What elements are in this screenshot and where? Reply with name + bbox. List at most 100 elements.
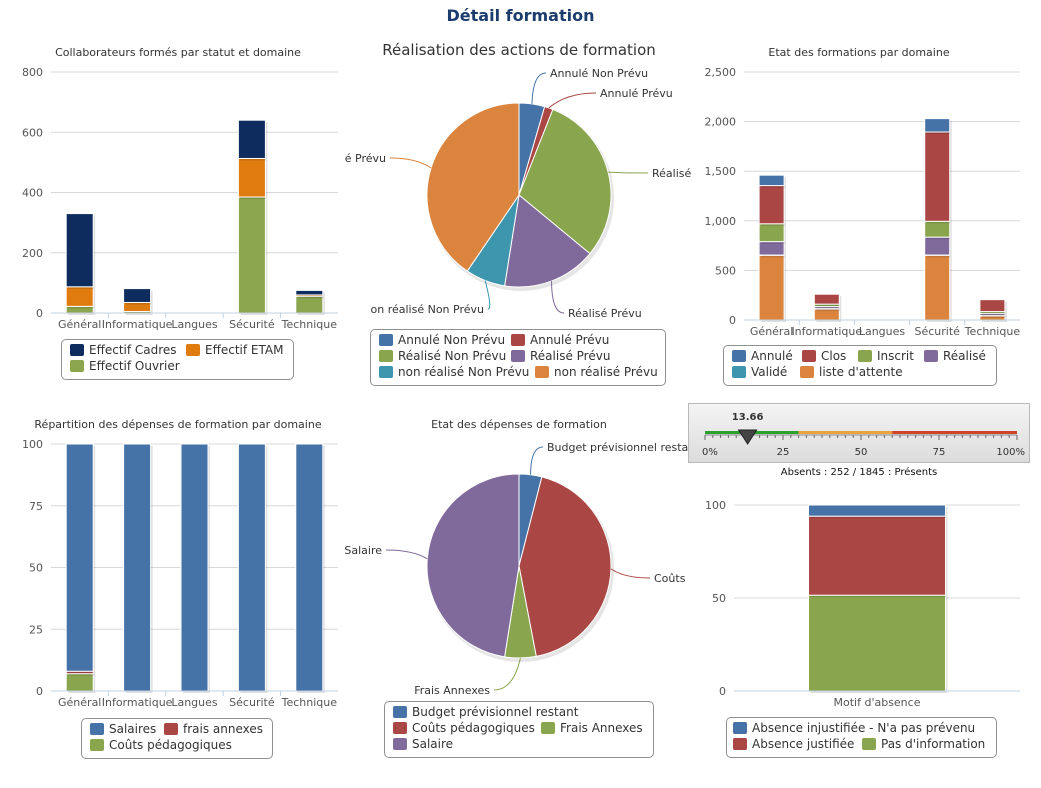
bar-salaires-securite: [237, 443, 266, 692]
legend-item-effectif-ouvrier[interactable]: Effectif Ouvrier: [70, 359, 180, 374]
pie-label-salaire: Salaire: [344, 544, 382, 557]
legend-label: Effectif ETAM: [205, 343, 284, 357]
legend-label: Inscrit: [877, 349, 914, 363]
gauge-value: 13.66: [732, 412, 764, 423]
legend-item-non-realise-prevu[interactable]: non réalisé Prévu: [535, 365, 658, 380]
bar-clos-technique: [979, 299, 1006, 313]
chart-title: Collaborateurs formés par statut et doma…: [55, 46, 301, 59]
gauge-pointer: [737, 429, 758, 445]
bar-shadow: [816, 306, 842, 309]
legend-item-effectif-etam[interactable]: Effectif ETAM: [186, 343, 283, 358]
pie-connector: [484, 280, 491, 310]
legend-item-liste-d-attente[interactable]: liste d'attente: [800, 365, 903, 380]
legend-label: Annulé Prévu: [530, 333, 610, 347]
legend-item-clos[interactable]: Clos: [802, 349, 846, 364]
legend-item-annule-prevu[interactable]: Annulé Prévu: [511, 333, 609, 348]
legend-item-couts-pedagogiques[interactable]: Coûts pédagogiques: [90, 738, 232, 753]
legend-label: Pas d'information: [881, 737, 986, 751]
legend-label: Annulé: [751, 349, 793, 363]
pie-label-realise-non-prevu: Réalisé: [652, 167, 692, 180]
legend-label: non réalisé Prévu: [554, 365, 658, 379]
y-tick-label: 800: [22, 66, 43, 79]
chart-etat-depenses: Etat des dépenses de formation Budget pré…: [344, 418, 695, 697]
x-tick-label: Informatique: [102, 696, 173, 709]
legend-item-non-realise-non-prevu[interactable]: non réalisé Non Prévu: [379, 365, 529, 380]
legend-swatch: [90, 723, 104, 735]
y-tick-label: 1,500: [705, 165, 737, 178]
legend-swatch: [800, 366, 814, 378]
legend-label: liste d'attente: [819, 365, 903, 379]
legend-item-salaires[interactable]: Salaires: [90, 722, 156, 737]
bar-shadow: [816, 308, 842, 311]
chart-collaborateurs-panel: Collaborateurs formés par statut et doma…: [0, 0, 345, 390]
y-tick-label: 500: [715, 264, 736, 277]
legend-label: Validé: [751, 365, 788, 379]
legend-swatch: [379, 366, 393, 378]
y-tick-label: 100: [705, 499, 726, 512]
gauge-tick-label: 50: [855, 447, 868, 458]
legend-item-absence-justifiee[interactable]: Absence justifiée: [733, 737, 854, 752]
pie-connector: [493, 657, 521, 691]
legend-swatch: [164, 723, 178, 735]
legend-item-annule-non-prevu[interactable]: Annulé Non Prévu: [379, 333, 505, 348]
legend-swatch: [393, 722, 407, 734]
legend-item-pas-d-information[interactable]: Pas d'information: [862, 737, 985, 752]
x-tick-label: Sécurité: [229, 318, 275, 331]
y-tick-label: 600: [22, 126, 43, 139]
gauge-tick-label: 0%: [702, 447, 718, 458]
legend-swatch: [733, 738, 747, 750]
legend-item-realise[interactable]: Réalisé: [924, 349, 986, 364]
legend-item-salaire[interactable]: Salaire: [393, 737, 453, 752]
x-tick-label: Motif d'absence: [834, 696, 921, 709]
legend-item-couts-pedagogiques[interactable]: Coûts pédagogiques: [393, 721, 535, 736]
x-tick-label: Technique: [281, 318, 338, 331]
legend-item-frais-annexes[interactable]: Frais Annexes: [541, 721, 643, 736]
legend-swatch: [393, 706, 407, 718]
chart-repartition-depenses-panel: Répartition des dépenses de formation pa…: [0, 0, 345, 788]
pie-label-frais-annexes: Frais Annexes: [414, 684, 490, 697]
x-tick-label: Sécurité: [914, 325, 960, 338]
legend-swatch: [90, 739, 104, 751]
legend-item-realise-non-prevu[interactable]: Réalisé Non Prévu: [379, 349, 506, 364]
bar-salaires-general: [65, 443, 94, 672]
legend-swatch: [924, 350, 938, 362]
gauge-tick-label: 100%: [996, 447, 1025, 458]
chart-realisation: Réalisation des actions de formation Annu…: [345, 41, 692, 320]
chart-repartition-depenses: Répartition des dépenses de formation pa…: [22, 418, 338, 709]
y-tick-label: 2,500: [705, 66, 737, 79]
legend-item-frais-annexes[interactable]: frais annexes: [164, 722, 263, 737]
legend-label: Effectif Cadres: [89, 343, 177, 357]
pie-slice-realise-non-prevu: [518, 108, 612, 255]
chart-title: Etat des formations par domaine: [768, 46, 949, 59]
legend-item-effectif-cadres[interactable]: Effectif Cadres: [70, 343, 177, 358]
y-tick-label: 50: [29, 562, 43, 575]
legend-label: non réalisé Non Prévu: [398, 365, 530, 379]
gauge-band-1: [798, 431, 893, 434]
legend-swatch: [732, 366, 746, 378]
legend-item-annule[interactable]: Annulé: [732, 349, 793, 364]
pie-label-non-realise-non-prevu: on réalisé Non Prévu: [371, 303, 485, 316]
y-tick-label: 200: [22, 247, 43, 260]
y-tick-label: 2,000: [705, 116, 737, 129]
pie-connector: [530, 446, 544, 475]
legend-item-absence-injustifiee-n-a-pas-prevenu[interactable]: Absence injustifiée - N'a pas prévenu: [733, 721, 975, 736]
pie-slice-salaire: [426, 473, 520, 658]
x-tick-label: Technique: [281, 696, 338, 709]
legend-item-inscrit[interactable]: Inscrit: [858, 349, 914, 364]
chart-title: Répartition des dépenses de formation pa…: [34, 418, 321, 431]
legend-swatch: [862, 738, 876, 750]
x-tick-label: Général: [58, 696, 101, 709]
legend-item-budget-previsionnel-restant[interactable]: Budget prévisionnel restant: [393, 705, 578, 720]
pie-connector: [385, 549, 428, 560]
chart-collaborateurs-legend: Effectif Cadres Effectif ETAM Effectif Ouv…: [61, 339, 294, 380]
chart-realisation-legend: Annulé Non Prévu Annulé Prévu Réalisé Non …: [370, 329, 666, 386]
legend-item-realise-prevu[interactable]: Réalisé Prévu: [511, 349, 610, 364]
x-tick-label: Langues: [859, 325, 906, 338]
gauge-tick-label: 75: [933, 447, 946, 458]
chart-realisation-panel: Réalisation des actions de formation Annu…: [0, 0, 700, 390]
legend-swatch: [541, 722, 555, 734]
legend-swatch: [379, 350, 393, 362]
legend-item-valide[interactable]: Validé: [732, 365, 787, 380]
bar-shadow: [981, 315, 1007, 318]
